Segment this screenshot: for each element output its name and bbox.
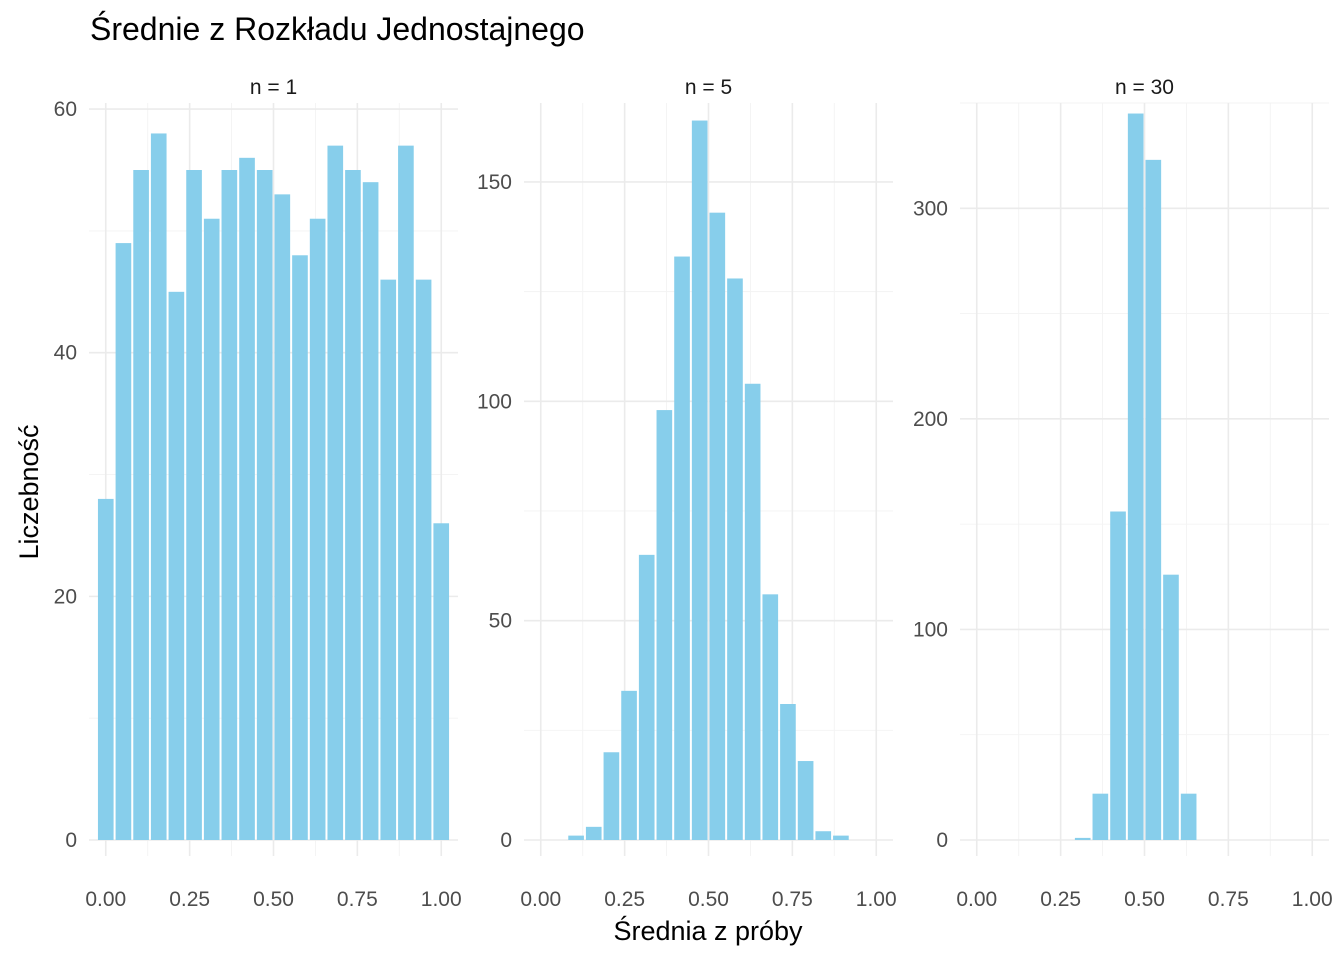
- histogram-bar: [362, 182, 379, 840]
- y-tick-label: 0: [936, 829, 948, 852]
- chart-title: Średnie z Rozkładu Jednostajnego: [90, 11, 585, 47]
- y-tick-label: 60: [54, 98, 77, 121]
- histogram-bar: [239, 157, 255, 840]
- histogram-bar: [133, 170, 149, 840]
- facet-panel: 0.00 0.25 0.50 0.75 1.00 0 50 100 150 n = 5: [477, 76, 897, 911]
- x-tick-label: 1.00: [1292, 888, 1333, 911]
- histogram-bar: [115, 243, 132, 840]
- histogram-bar: [638, 554, 655, 840]
- x-tick-label: 0.50: [253, 888, 294, 911]
- y-tick-label: 0: [65, 829, 77, 852]
- x-tick-label: 0.50: [688, 888, 729, 911]
- histogram-bar: [621, 690, 637, 840]
- histogram-bar: [656, 410, 673, 840]
- histogram-bar: [1180, 793, 1197, 840]
- histogram-bar: [780, 704, 796, 840]
- histogram-bar: [203, 218, 220, 840]
- x-tick-label: 0.00: [85, 888, 126, 911]
- histogram-bar: [1163, 574, 1179, 840]
- facet-strip-label: n = 5: [685, 76, 732, 99]
- y-tick-label: 300: [913, 197, 948, 220]
- y-tick-label: 150: [477, 171, 512, 194]
- facet-panel: 0.00 0.25 0.50 0.75 1.00 0 20 40 60 n = 1: [54, 76, 462, 911]
- histogram-bar: [585, 826, 602, 840]
- histogram-bar: [345, 170, 361, 840]
- x-tick-label: 0.75: [1208, 888, 1249, 911]
- histogram-bar: [833, 835, 849, 840]
- y-axis-title: Liczebność: [14, 424, 44, 559]
- histogram-bar: [256, 170, 273, 840]
- histogram-bar: [274, 194, 291, 840]
- histogram-bar: [186, 170, 202, 840]
- x-tick-label: 0.00: [520, 888, 561, 911]
- y-tick-label: 200: [913, 408, 948, 431]
- histogram-bar: [97, 498, 114, 840]
- x-tick-label: 1.00: [856, 888, 897, 911]
- histogram-bar: [380, 279, 397, 840]
- histogram-bar: [433, 523, 450, 840]
- facet-strip-label: n = 1: [250, 76, 297, 99]
- y-tick-label: 50: [489, 610, 512, 633]
- x-axis-title: Średnia z próby: [613, 914, 803, 946]
- facet-panels: 0.00 0.25 0.50 0.75 1.00 0 20 40 60 n = 1 0.00 0.25…: [54, 76, 1333, 911]
- x-tick-label: 0.25: [169, 888, 210, 911]
- histogram-bar: [568, 835, 584, 840]
- x-tick-label: 0.25: [604, 888, 645, 911]
- histogram-bar: [744, 383, 761, 840]
- y-tick-label: 0: [500, 829, 512, 852]
- histogram-bar: [221, 170, 238, 840]
- x-tick-label: 0.75: [337, 888, 378, 911]
- y-tick-label: 40: [54, 342, 77, 365]
- histogram-bar: [292, 255, 308, 841]
- y-tick-label: 100: [477, 390, 512, 413]
- x-tick-label: 0.00: [956, 888, 997, 911]
- histogram-bar: [603, 752, 620, 840]
- histogram-bar: [1127, 113, 1144, 841]
- y-tick-label: 100: [913, 618, 948, 641]
- histogram-bar: [709, 212, 726, 841]
- x-tick-label: 0.25: [1040, 888, 1081, 911]
- histogram-bar: [815, 831, 832, 840]
- histogram-bar: [1092, 793, 1109, 840]
- histogram-bar: [168, 291, 185, 840]
- x-tick-label: 0.50: [1124, 888, 1165, 911]
- facet-panel: 0.00 0.25 0.50 0.75 1.00 0 100 200 300 n = 30: [913, 76, 1333, 911]
- histogram-bar: [762, 594, 779, 840]
- histogram-bar: [691, 120, 708, 841]
- x-tick-label: 0.75: [772, 888, 813, 911]
- facet-strip-label: n = 30: [1115, 76, 1174, 99]
- histogram-bar: [1074, 837, 1091, 840]
- histogram-bar: [327, 145, 344, 841]
- histogram-bar: [150, 133, 167, 841]
- histogram-bar: [398, 145, 414, 841]
- histogram-bar: [1145, 159, 1162, 841]
- histogram-bar: [415, 279, 432, 840]
- histogram-bar: [674, 256, 690, 841]
- y-tick-label: 20: [54, 585, 77, 608]
- histogram-bar: [797, 761, 814, 840]
- histogram-bar: [1110, 511, 1126, 840]
- x-tick-label: 1.00: [421, 888, 462, 911]
- histogram-bar: [309, 218, 326, 840]
- histogram-bar: [727, 278, 743, 840]
